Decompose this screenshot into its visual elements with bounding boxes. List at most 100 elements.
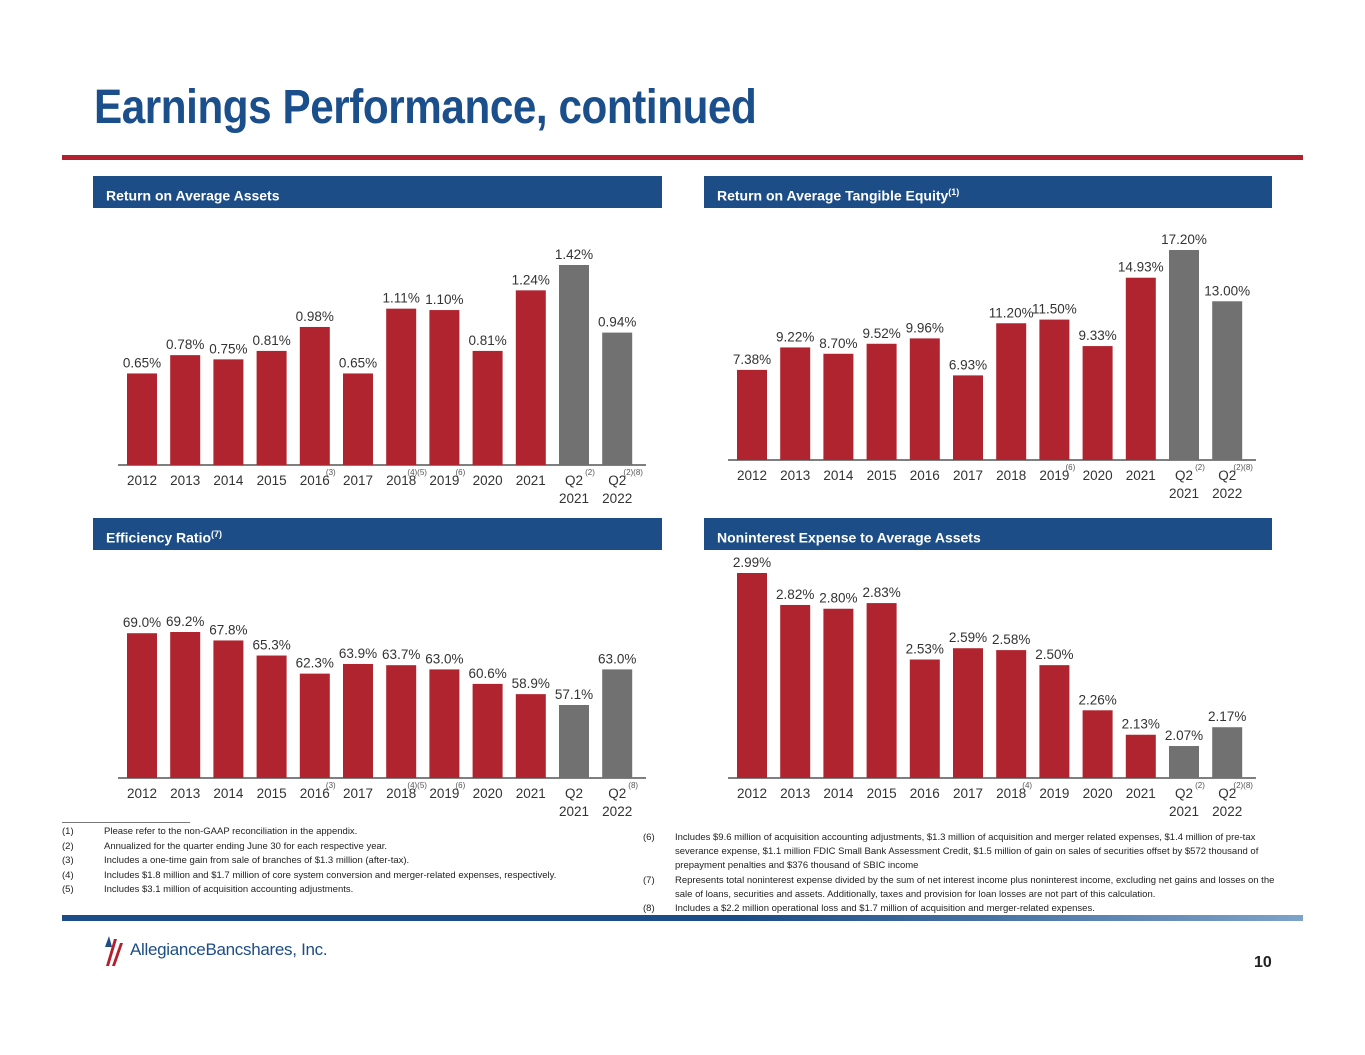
nie-bar (1039, 665, 1070, 778)
rote-tick-label: 2015 (867, 468, 897, 483)
eff-data-label: 62.3% (296, 656, 334, 671)
roaa-data-label: 1.24% (512, 272, 550, 287)
eff-data-label: 65.3% (252, 638, 290, 653)
rote-chart: 7.38% 2012 9.22% 2013 8.70% 2014 9.52% 2015 9.96… (728, 232, 1256, 501)
footnotes-right: (6) Includes $9.6 million of acquisition … (643, 831, 1293, 916)
eff-tick-label: 2016 (300, 786, 330, 801)
nie-tick-label: 2015 (867, 786, 897, 801)
rote-bar (737, 369, 767, 460)
company-logo: AllegianceBancshares, Inc. (92, 933, 328, 967)
roaa-bar (386, 308, 417, 465)
eff-tick-label: 2021 (516, 786, 546, 801)
roaa-data-label: 0.98% (296, 309, 334, 324)
rote-bar (1125, 277, 1156, 460)
eff-bar (343, 663, 373, 778)
eff-bar (559, 705, 589, 778)
roaa-tick-label: Q2 (565, 473, 583, 488)
nie-footnote-marker: (4) (1022, 781, 1032, 790)
roaa-tick-label: 2021 (516, 473, 546, 488)
nie-bar (909, 659, 940, 778)
rote-data-label: 9.96% (906, 320, 944, 335)
roaa-data-label: 1.42% (555, 247, 593, 262)
nie-chart: 2.99% 2012 2.82% 2013 2.80% 2014 2.83% 2015 2.53… (728, 555, 1256, 819)
efficiency-chart: 69.0% 2012 69.2% 2013 67.8% 2014 65.3% 2015 62.3… (118, 614, 646, 819)
rote-data-label: 9.22% (776, 329, 814, 344)
roaa-data-label: 0.81% (468, 333, 506, 348)
eff-data-label: 63.9% (339, 646, 377, 661)
eff-bar (213, 640, 244, 778)
rote-bar (780, 347, 811, 460)
footer-rule (62, 915, 1303, 921)
footnote-number: (5) (62, 884, 74, 895)
roaa-header: Return on Average Assets (93, 176, 662, 208)
footnote-number: (6) (643, 832, 655, 843)
nie-bar (823, 608, 854, 778)
nie-tick-label: 2013 (780, 786, 810, 801)
eff-tick-label: 2013 (170, 786, 200, 801)
roaa-footnote-marker: (4)(5) (407, 468, 427, 477)
nie-tick-label: 2017 (953, 786, 983, 801)
nie-data-label: 2.53% (906, 642, 944, 657)
roaa-data-label: 0.65% (339, 355, 377, 370)
logo-text-bancshares: Bancshares, Inc. (205, 940, 328, 959)
page-title: Earnings Performance, continued (94, 81, 757, 134)
rote-bar (1082, 346, 1113, 460)
eff-bar (386, 665, 417, 778)
footnote-text: Includes a $2.2 million operational loss… (675, 903, 1095, 915)
rote-bar (953, 375, 983, 460)
rote-footnote-marker: (2) (1195, 463, 1205, 472)
nie-bar (953, 648, 983, 778)
nie-tick-label: 2019 (1039, 786, 1069, 801)
roaa-footnote-marker: (2)(8) (623, 468, 643, 477)
eff-data-label: 69.2% (166, 614, 204, 629)
nie-data-label: 2.99% (733, 555, 771, 570)
efficiency-header-sup: (7) (211, 529, 223, 539)
nie-data-label: 2.50% (1035, 647, 1073, 662)
footnote-text: Annualized for the quarter ending June 3… (104, 840, 388, 852)
roaa-data-label: 1.10% (425, 292, 463, 307)
eff-bar (602, 669, 633, 778)
roaa-tick-label: 2017 (343, 473, 373, 488)
eff-data-label: 67.8% (209, 622, 247, 637)
eff-tick-label: Q2 (565, 786, 583, 801)
roaa-chart: 0.65% 2012 0.78% 2013 0.75% 2014 0.81% 2015 0.98… (118, 247, 646, 506)
eff-bar (127, 633, 157, 778)
nie-bar (1125, 734, 1156, 778)
rote-tick-label: 2022 (1212, 486, 1242, 501)
footnote-number: (3) (62, 855, 74, 866)
footnote-row: (2) Annualized for the quarter ending Jun… (62, 840, 622, 855)
efficiency-header: Efficiency Ratio(7) (93, 518, 662, 550)
eff-footnote-marker: (4)(5) (407, 781, 427, 790)
eff-footnote-marker: (6) (456, 781, 466, 790)
rote-bar (823, 353, 854, 460)
rote-tick-label: Q2 (1175, 468, 1193, 483)
roaa-data-label: 1.11% (383, 291, 420, 306)
footnote-row: (1) Please refer to the non-GAAP reconcil… (62, 825, 622, 840)
roaa-bar (515, 290, 546, 465)
roaa-bar (429, 310, 460, 465)
rote-data-label: 6.93% (949, 357, 987, 372)
rote-bar (1212, 301, 1243, 460)
eff-bar (429, 669, 460, 778)
rote-tick-label: 2017 (953, 468, 983, 483)
footnote-row: (8) Includes a $2.2 million operational l… (643, 902, 1293, 916)
rote-bar (866, 343, 897, 460)
nie-tick-label: 2022 (1212, 804, 1242, 819)
footnote-row: (4) Includes $1.8 million and $1.7 millio… (62, 869, 622, 884)
nie-bar (780, 604, 811, 778)
title-underline (62, 155, 1303, 160)
rote-bar (909, 338, 940, 460)
footnote-row: (3) Includes a one-time gain from sale of… (62, 854, 622, 869)
roaa-data-label: 0.94% (598, 315, 636, 330)
nie-bar (996, 650, 1027, 778)
footnote-text: Includes $3.1 million of acquisition acc… (104, 884, 354, 895)
eff-tick-label: 2022 (602, 804, 632, 819)
rote-bar (996, 323, 1027, 460)
footnote-number: (2) (62, 840, 74, 852)
roaa-tick-label: 2018 (386, 473, 416, 488)
logo-text: AllegianceBancshares, Inc. (130, 940, 328, 960)
nie-tick-label: 2021 (1169, 804, 1199, 819)
nie-footnote-marker: (2)(8) (1233, 781, 1253, 790)
rote-data-label: 8.70% (819, 336, 857, 351)
eff-tick-label: 2018 (386, 786, 416, 801)
